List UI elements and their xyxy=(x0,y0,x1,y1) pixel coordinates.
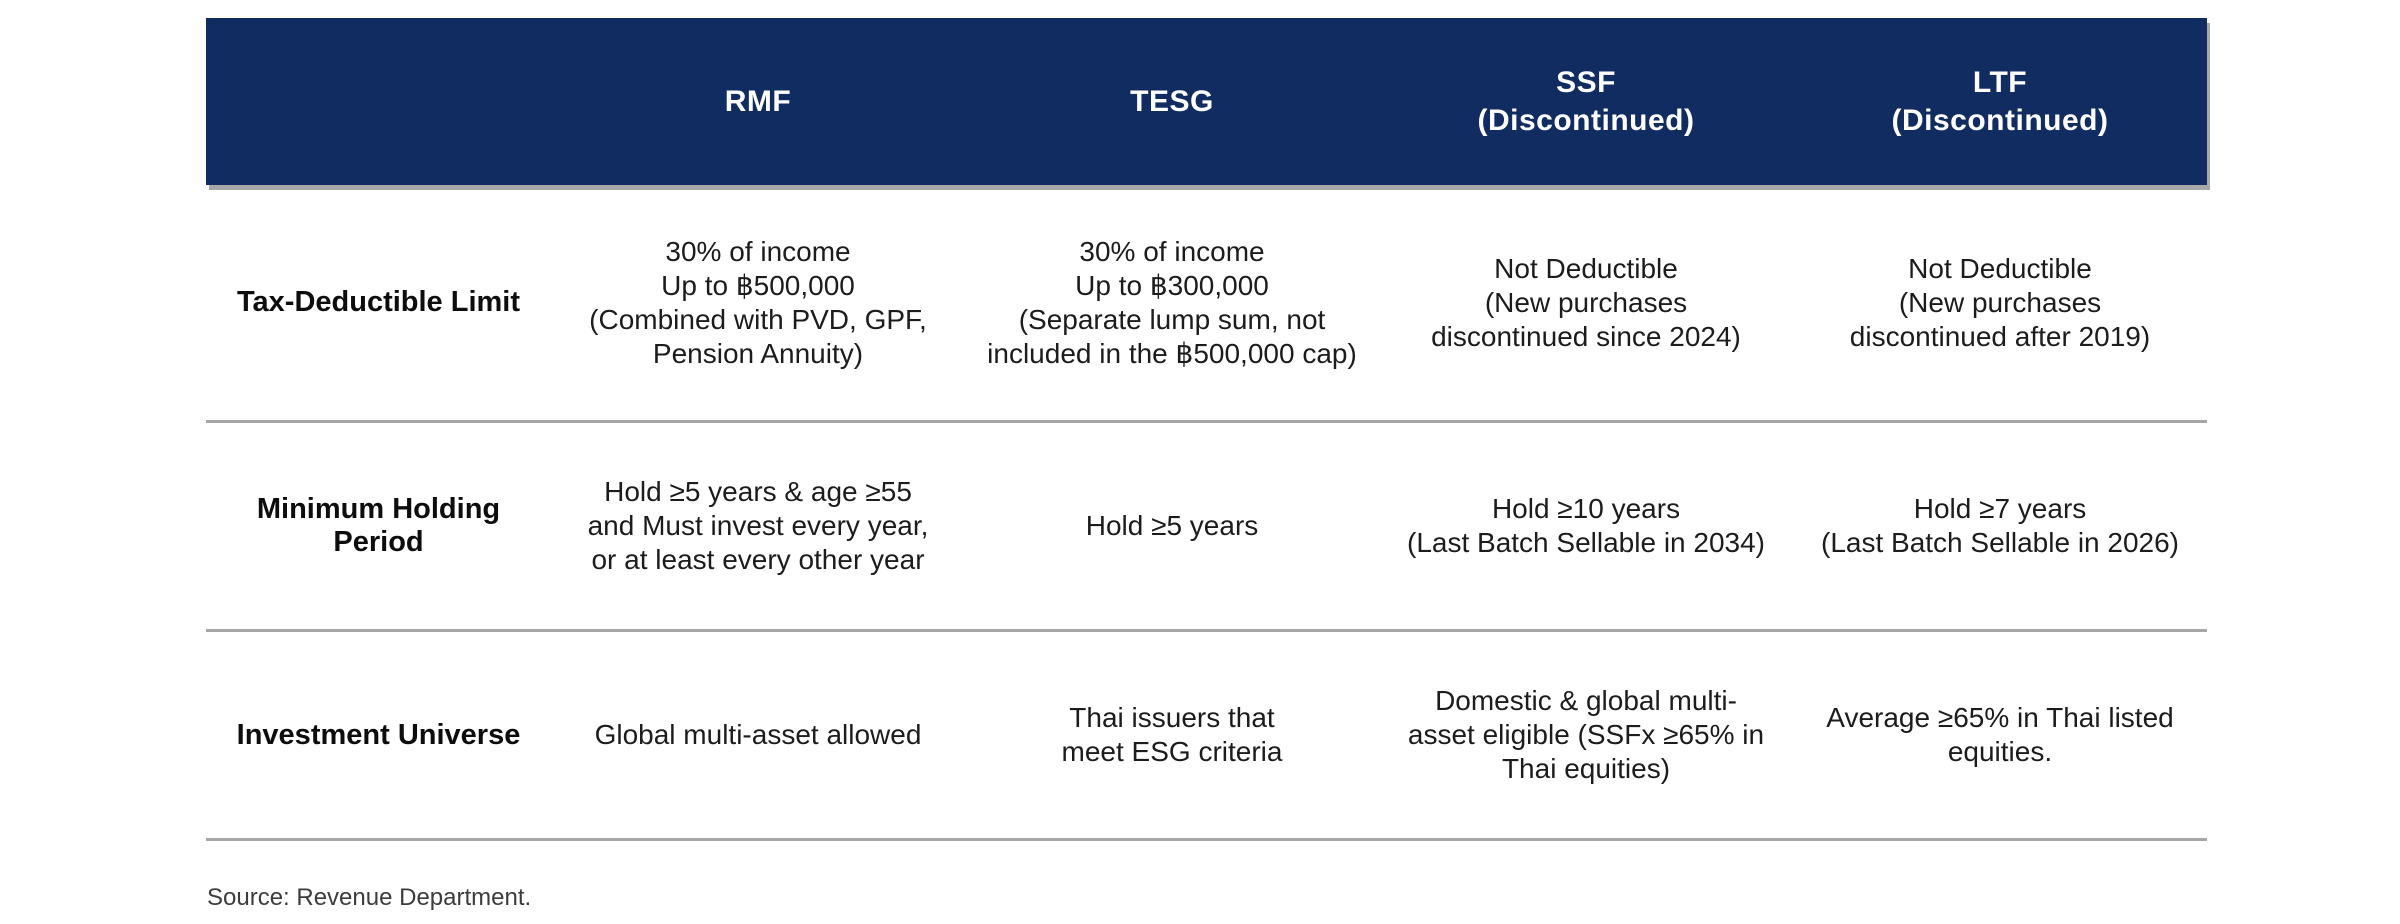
cell-holding-tesg: Hold ≥5 years xyxy=(1085,510,1259,541)
table-row-tax-deductible-limit: Tax-Deductible Limit 30% of income Up to… xyxy=(206,185,2207,423)
row-label-minimum-holding-period: Minimum Holding Period xyxy=(256,493,501,558)
source-note: Source: Revenue Department. xyxy=(207,884,532,911)
column-header-tesg: TESG xyxy=(1130,84,1214,118)
column-header-ssf: SSF (Discontinued) xyxy=(1477,65,1695,137)
cell-holding-rmf: Hold ≥5 years & age ≥55 and Must invest … xyxy=(587,476,929,575)
cell-tax-limit-tesg: 30% of income Up to ฿300,000 (Separate l… xyxy=(987,235,1357,369)
row-label-investment-universe: Investment Universe xyxy=(236,718,521,751)
cell-universe-ssf: Domestic & global multi- asset eligible … xyxy=(1407,685,1765,784)
cell-universe-tesg: Thai issuers that meet ESG criteria xyxy=(1061,702,1283,767)
table-row-minimum-holding-period: Minimum Holding Period Hold ≥5 years & a… xyxy=(206,423,2207,632)
cell-holding-ltf: Hold ≥7 years (Last Batch Sellable in 20… xyxy=(1821,493,2179,558)
column-header-ltf: LTF (Discontinued) xyxy=(1891,65,2109,137)
table-row-investment-universe: Investment Universe Global multi-asset a… xyxy=(206,632,2207,841)
cell-holding-ssf: Hold ≥10 years (Last Batch Sellable in 2… xyxy=(1407,493,1765,558)
table-header-row: RMF TESG SSF (Discontinued) LTF (Discont… xyxy=(206,18,2207,185)
cell-universe-rmf: Global multi-asset allowed xyxy=(594,719,922,750)
column-header-rmf: RMF xyxy=(724,84,792,118)
row-label-tax-deductible-limit: Tax-Deductible Limit xyxy=(236,286,521,318)
cell-universe-ltf: Average ≥65% in Thai listed equities. xyxy=(1826,702,2174,767)
cell-tax-limit-ssf: Not Deductible (New purchases discontinu… xyxy=(1431,252,1741,352)
fund-comparison-table: RMF TESG SSF (Discontinued) LTF (Discont… xyxy=(206,18,2207,841)
cell-tax-limit-rmf: 30% of income Up to ฿500,000 (Combined w… xyxy=(589,235,927,369)
cell-tax-limit-ltf: Not Deductible (New purchases discontinu… xyxy=(1849,252,2151,352)
